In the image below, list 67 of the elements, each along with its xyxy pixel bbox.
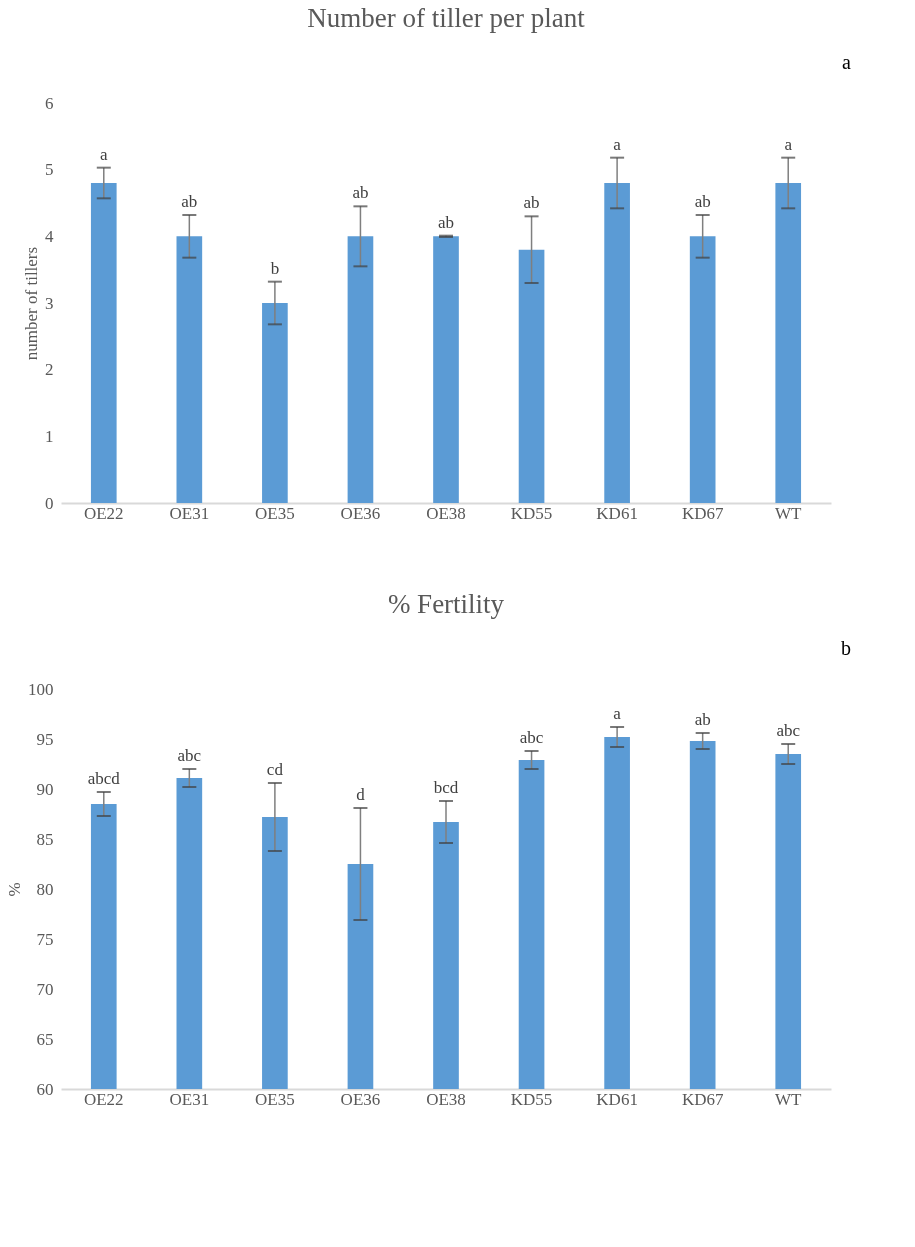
annotation: a	[784, 134, 793, 154]
x-tick-label: KD67	[681, 1089, 724, 1109]
bar	[689, 236, 716, 503]
bar	[347, 236, 374, 503]
y-tick-label: 100	[28, 679, 54, 699]
annotation: ab	[437, 212, 455, 232]
y-tick-label: 70	[36, 979, 54, 999]
x-tick-label: OE35	[255, 1089, 295, 1109]
x-tick-label: OE36	[340, 1089, 381, 1109]
x-tick-label: KD67	[681, 503, 724, 523]
bar	[604, 183, 630, 503]
annotation: b	[270, 258, 280, 278]
y-axis-title: %	[5, 882, 24, 897]
y-tick-label: 0	[45, 493, 54, 513]
bar	[518, 249, 545, 503]
annotation: cd	[266, 760, 284, 779]
bar	[176, 236, 203, 503]
annotation: abc	[776, 721, 801, 740]
chart-title: % Fertility	[387, 589, 505, 619]
x-tick-label: KD61	[596, 1089, 638, 1109]
x-tick-label: WT	[775, 503, 803, 523]
y-tick-label: 85	[36, 829, 54, 849]
y-tick-label: 3	[45, 293, 54, 313]
annotation: d	[356, 785, 366, 804]
y-tick-label: 2	[45, 360, 54, 380]
bar	[775, 183, 802, 503]
x-tick-label: OE38	[426, 503, 466, 523]
y-tick-label: 80	[36, 879, 54, 899]
x-tick-label: OE22	[83, 1089, 124, 1109]
annotation: a	[100, 144, 108, 164]
annotation: ab	[181, 192, 198, 211]
x-tick-label: OE31	[169, 503, 210, 523]
annotation: ab	[523, 193, 540, 213]
x-tick-label: OE35	[255, 503, 295, 523]
x-tick-label: OE36	[340, 503, 381, 523]
y-tick-label: 75	[36, 929, 54, 949]
x-tick-label: OE31	[169, 1089, 210, 1109]
x-tick-label: KD61	[596, 503, 638, 523]
annotation: ab	[694, 192, 711, 211]
annotation: bcd	[433, 778, 459, 797]
bar	[433, 236, 459, 503]
y-tick-label: 5	[45, 160, 54, 180]
x-tick-label: KD55	[510, 503, 553, 523]
annotation: abc	[177, 746, 202, 765]
x-tick-label: WT	[775, 1089, 803, 1109]
annotation: ab	[694, 710, 711, 729]
y-tick-label: 4	[45, 226, 54, 246]
y-tick-label: 60	[36, 1079, 54, 1099]
y-tick-label: 90	[36, 779, 54, 799]
y-tick-label: 65	[36, 1029, 54, 1049]
x-tick-label: OE22	[83, 503, 124, 523]
annotation: a	[613, 704, 622, 723]
x-tick-label: KD55	[510, 1089, 553, 1109]
bar	[90, 183, 117, 503]
annotation: ab	[352, 183, 369, 203]
x-tick-label: OE38	[426, 1089, 466, 1109]
bar	[262, 303, 288, 503]
text: a	[842, 51, 852, 73]
text: b	[841, 637, 851, 659]
y-tick-label: 95	[36, 729, 54, 749]
y-axis-title: number of tillers	[22, 246, 41, 361]
chart-title: Number of tiller per plant	[307, 3, 586, 33]
y-tick-label: 1	[45, 426, 54, 446]
annotation: a	[613, 134, 622, 154]
y-tick-label: 6	[45, 93, 54, 113]
annotation: abcd	[87, 769, 121, 788]
annotation: abc	[519, 728, 544, 747]
